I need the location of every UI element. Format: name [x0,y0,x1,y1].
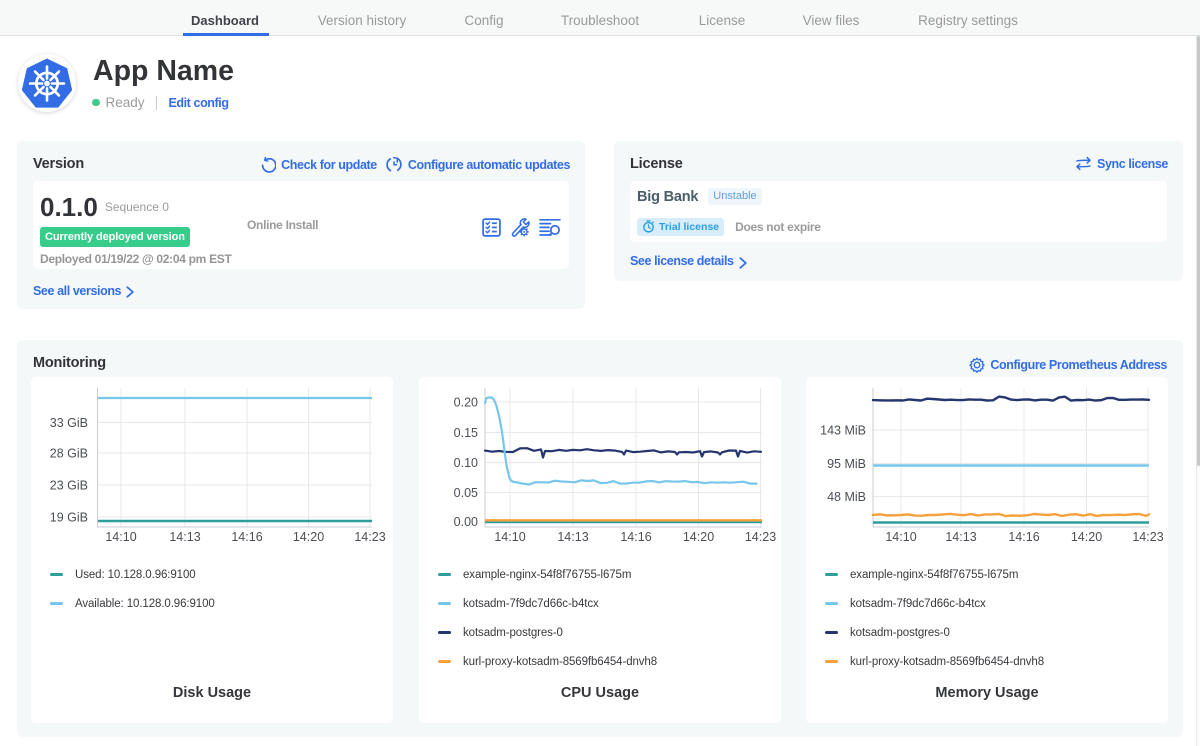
svg-text:28 GiB: 28 GiB [50,446,88,460]
svg-text:14:10: 14:10 [494,530,525,544]
svg-text:14:20: 14:20 [1071,530,1102,544]
svg-text:95 MiB: 95 MiB [827,457,866,471]
svg-text:14:13: 14:13 [557,530,588,544]
svg-text:48 MiB: 48 MiB [827,490,866,504]
svg-text:0.00: 0.00 [454,515,478,529]
svg-text:14:16: 14:16 [620,530,651,544]
svg-text:14:13: 14:13 [169,530,200,544]
svg-text:14:13: 14:13 [945,530,976,544]
svg-text:14:23: 14:23 [354,530,385,544]
svg-text:14:16: 14:16 [1008,530,1039,544]
svg-text:14:10: 14:10 [105,530,136,544]
svg-text:0.20: 0.20 [454,395,478,409]
svg-text:0.15: 0.15 [454,426,478,440]
svg-text:14:23: 14:23 [1132,530,1163,544]
svg-text:14:16: 14:16 [231,530,262,544]
svg-text:23 GiB: 23 GiB [50,478,88,492]
svg-text:0.10: 0.10 [454,456,478,470]
svg-text:33 GiB: 33 GiB [50,416,88,430]
svg-text:14:23: 14:23 [745,530,776,544]
svg-text:143 MiB: 143 MiB [820,423,866,437]
svg-text:14:20: 14:20 [293,530,324,544]
svg-text:0.05: 0.05 [454,486,478,500]
svg-text:19 GiB: 19 GiB [50,510,88,524]
svg-text:14:10: 14:10 [885,530,916,544]
svg-text:14:20: 14:20 [683,530,714,544]
